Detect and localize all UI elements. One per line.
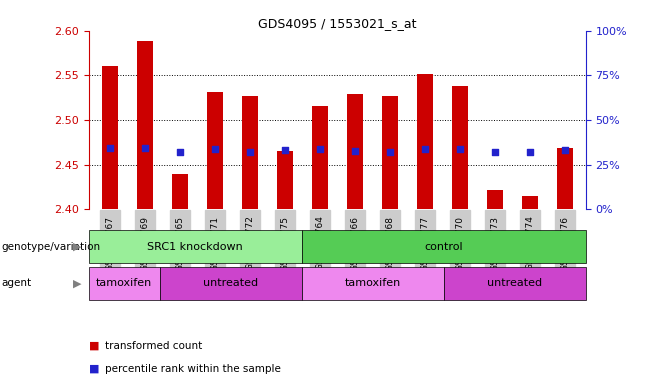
Bar — [137, 41, 153, 209]
Bar — [487, 190, 503, 209]
Bar — [452, 86, 468, 209]
Text: ■: ■ — [89, 364, 99, 374]
Point — [349, 148, 360, 154]
Text: genotype/variation: genotype/variation — [1, 242, 101, 252]
Point — [315, 146, 325, 152]
Point — [559, 147, 570, 154]
Bar — [102, 66, 118, 209]
Title: GDS4095 / 1553021_s_at: GDS4095 / 1553021_s_at — [258, 17, 417, 30]
Bar — [207, 92, 222, 209]
Point — [245, 149, 255, 155]
Point — [139, 145, 150, 151]
Point — [419, 146, 430, 152]
Text: ■: ■ — [89, 341, 99, 351]
Point — [490, 149, 500, 155]
Text: tamoxifen: tamoxifen — [96, 278, 153, 288]
Text: ▶: ▶ — [73, 278, 81, 288]
Bar — [417, 74, 432, 209]
Bar — [557, 148, 572, 209]
Text: tamoxifen: tamoxifen — [345, 278, 401, 288]
Bar — [172, 174, 188, 209]
Text: percentile rank within the sample: percentile rank within the sample — [105, 364, 281, 374]
Bar — [347, 94, 363, 209]
Bar — [522, 196, 538, 209]
Point — [174, 149, 185, 155]
Point — [384, 149, 395, 155]
Point — [105, 145, 115, 151]
Text: agent: agent — [1, 278, 32, 288]
Point — [209, 146, 220, 152]
Bar — [382, 96, 397, 209]
Text: untreated: untreated — [487, 278, 542, 288]
Bar — [312, 106, 328, 209]
Point — [455, 146, 465, 152]
Bar — [277, 151, 293, 209]
Text: transformed count: transformed count — [105, 341, 203, 351]
Bar — [242, 96, 258, 209]
Text: SRC1 knockdown: SRC1 knockdown — [147, 242, 243, 252]
Text: untreated: untreated — [203, 278, 259, 288]
Text: ▶: ▶ — [73, 242, 81, 252]
Point — [280, 147, 290, 154]
Point — [524, 149, 535, 155]
Text: control: control — [424, 242, 463, 252]
